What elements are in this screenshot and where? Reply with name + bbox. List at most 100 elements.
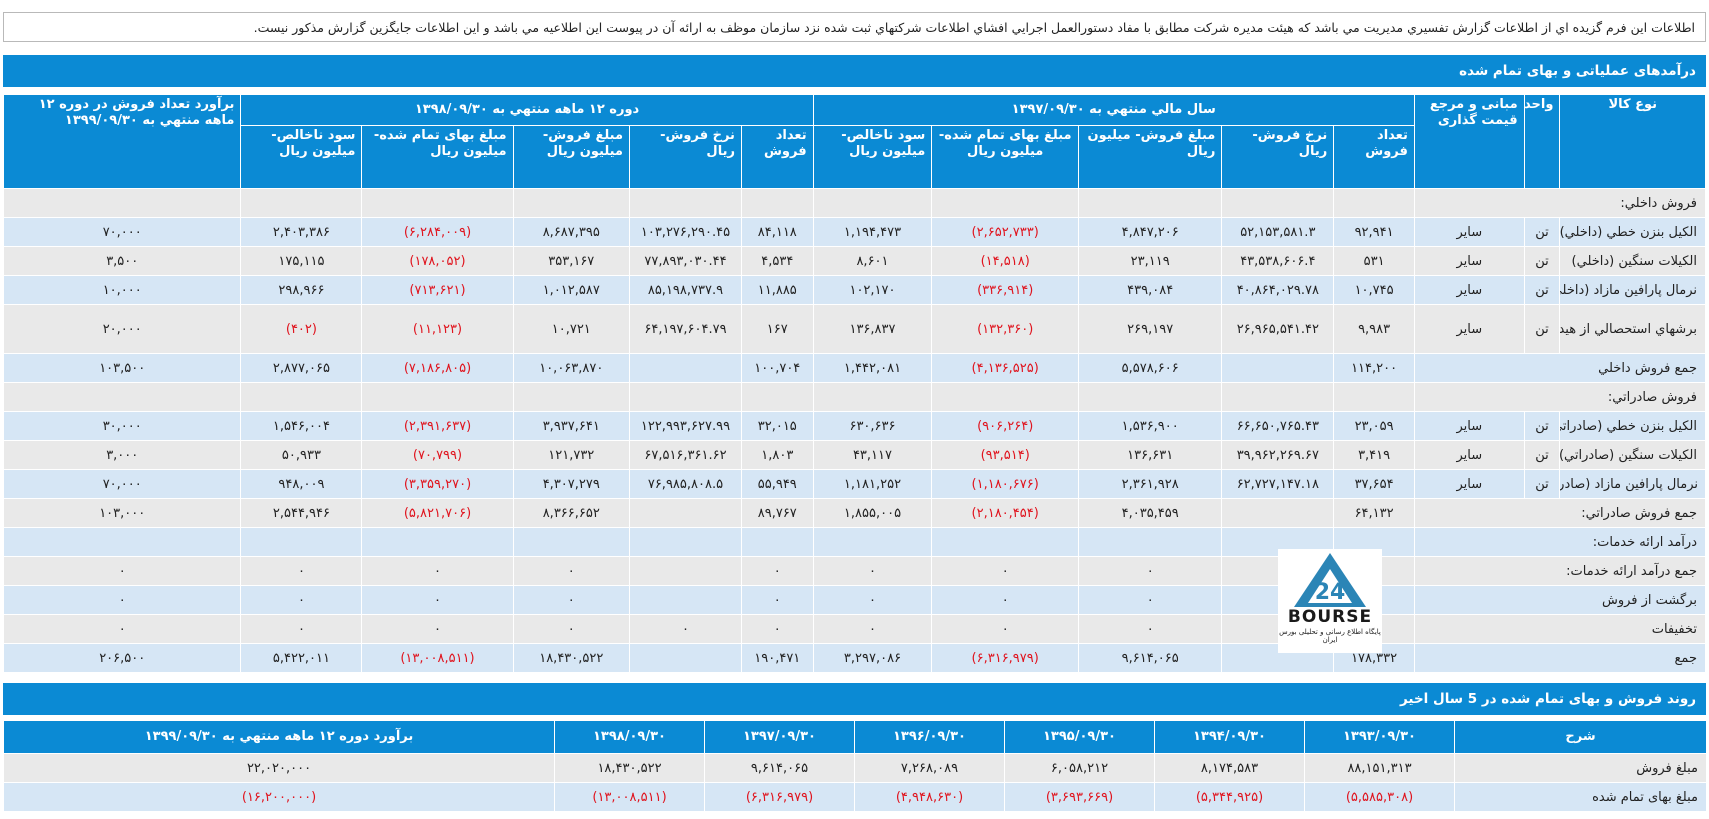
- cell-est: ۲۰۶,۵۰۰: [2, 643, 242, 673]
- trend-value: ۹,۶۱۴,۰۶۵: [704, 753, 855, 783]
- cell-c97: (۶,۳۱۶,۹۷۹): [931, 643, 1080, 673]
- cell-q98: ۵۵,۹۴۹: [740, 469, 814, 499]
- pricing-basis-cell: ساير: [1413, 440, 1525, 470]
- empty-cell: [240, 527, 363, 557]
- cell-q97: ۱۱۴,۲۰۰: [1333, 353, 1415, 383]
- cell-c97: ۰: [931, 614, 1080, 644]
- trend-value: ۶,۰۵۸,۲۱۲: [1004, 753, 1155, 783]
- trend-header-year: برآورد دوره ۱۲ ماهه منتهي به ۱۳۹۹/۰۹/۳۰: [3, 720, 555, 754]
- cell-s97: ۴,۰۳۵,۴۵۹: [1078, 498, 1223, 528]
- cell-r98: ۱۲۲,۹۹۳,۶۲۷.۹۹: [629, 411, 742, 441]
- trend-row: مبلغ بهای تمام شده (۵,۵۸۵,۳۰۸) (۵,۳۴۴,۹۲۵)…: [3, 782, 1707, 812]
- cell-c97: (۲,۶۵۲,۷۳۳): [931, 217, 1080, 247]
- empty-cell: [812, 188, 933, 218]
- cell-s98: ۱۰,۷۲۱: [512, 304, 631, 354]
- logo-brand-text: BOURSE: [1287, 607, 1373, 627]
- cell-c97: (۱۳۲,۳۶۰): [931, 304, 1080, 354]
- total-row: تخفيفات۰۰۰۰۰۰۰۰۰۰: [2, 614, 1707, 644]
- cell-q97: ۳,۴۱۹: [1333, 440, 1415, 470]
- cell-s97: ۰: [1078, 585, 1223, 615]
- cell-c98: ۰: [361, 614, 514, 644]
- unit-cell: تن: [1523, 246, 1561, 276]
- cell-r98: ۸۵,۱۹۸,۷۳۷.۹: [629, 275, 742, 305]
- empty-cell: [1078, 188, 1223, 218]
- cell-q97: ۵۳۱: [1333, 246, 1415, 276]
- trend-row-label: مبلغ بهای تمام شده: [1454, 782, 1707, 812]
- cell-g98: ۰: [240, 556, 363, 586]
- pricing-basis-cell: ساير: [1413, 217, 1525, 247]
- section-title-trend: روند فروش و بهای تمام شده در 5 سال اخير: [3, 683, 1706, 715]
- cell-s98: ۱۸,۴۳۰,۵۲۲: [512, 643, 631, 673]
- cell-est: ۲۰,۰۰۰: [2, 304, 242, 354]
- product-name: برشهاي استحصالي از هيدروکربورهاي تهيه شد…: [1559, 304, 1706, 354]
- cell-est: ۷۰,۰۰۰: [2, 469, 242, 499]
- cell-c97: (۲,۱۸۰,۴۵۴): [931, 498, 1080, 528]
- empty-cell: [812, 382, 933, 412]
- cell-est: ۱۰,۰۰۰: [2, 275, 242, 305]
- cell-r98: [629, 643, 742, 673]
- cell-s97: ۰: [1078, 556, 1223, 586]
- cell-g97: ۰: [812, 614, 933, 644]
- trend-header-year: ۱۳۹۸/۰۹/۳۰: [554, 720, 705, 754]
- cell-r97: ۴۳,۵۳۸,۶۰۶.۴: [1221, 246, 1335, 276]
- cell-g97: ۳,۲۹۷,۰۸۶: [812, 643, 933, 673]
- section-title-revenue: درآمدهای عملياتی و بهای تمام شده: [3, 55, 1706, 87]
- cell-r97: ۴۰,۸۶۴,۰۲۹.۷۸: [1221, 275, 1335, 305]
- cell-r97: [1221, 498, 1335, 528]
- header-gross-98: سود ناخالص- ميليون ريال: [240, 125, 363, 189]
- empty-cell: [512, 382, 631, 412]
- section-row: درآمد ارائه خدمات:: [2, 527, 1707, 557]
- cell-s97: ۲۶۹,۱۹۷: [1078, 304, 1223, 354]
- row-label: جمع فروش صادراتي:: [1413, 498, 1707, 528]
- table-row: الکيلات سنگين (صادراتي) تن ساير ۳,۴۱۹ ۳۹,۹۶۲…: [2, 440, 1706, 470]
- cell-r97: ۶۶,۶۵۰,۷۶۵.۴۳: [1221, 411, 1335, 441]
- cell-c97: (۳۳۶,۹۱۴): [931, 275, 1080, 305]
- cell-g98: ۱,۵۴۶,۰۰۴: [240, 411, 363, 441]
- empty-cell: [629, 527, 742, 557]
- empty-cell: [1333, 382, 1415, 412]
- product-name: الکيلات سنگين (داخلي): [1559, 246, 1706, 276]
- cell-c98: (۶,۲۸۴,۰۰۹): [361, 217, 514, 247]
- cell-q98: ۰: [740, 556, 814, 586]
- empty-cell: [1221, 382, 1335, 412]
- row-label: جمع درآمد ارائه خدمات:: [1413, 556, 1707, 586]
- cell-q97: ۹,۹۸۳: [1333, 304, 1415, 354]
- trend-row: مبلغ فروش ۸۸,۱۵۱,۳۱۳ ۸,۱۷۴,۵۸۳ ۶,۰۵۸,۲۱۲ ۷,۲…: [3, 753, 1707, 783]
- pricing-basis-cell: ساير: [1413, 246, 1525, 276]
- cell-q97: ۹۲,۹۴۱: [1333, 217, 1415, 247]
- empty-cell: [931, 527, 1080, 557]
- logo-tagline: پايگاه اطلاع رسانی و تحليلی بورس ايران: [1279, 628, 1381, 644]
- header-sales-98: مبلغ فروش- ميليون ريال: [512, 125, 631, 189]
- empty-cell: [931, 382, 1080, 412]
- trend-table: شرح ۱۳۹۳/۰۹/۳۰ ۱۳۹۴/۰۹/۳۰ ۱۳۹۵/۰۹/۳۰ ۱۳۹۶/۰…: [3, 720, 1707, 812]
- header-qty-98: تعداد فروش: [740, 125, 814, 189]
- empty-cell: [1221, 188, 1335, 218]
- empty-cell: [240, 382, 363, 412]
- trend-value: (۵,۳۴۴,۹۲۵): [1154, 782, 1305, 812]
- disclaimer-notice: اطلاعات اين فرم گزيده اي از اطلاعات گزار…: [3, 12, 1706, 42]
- trend-value: (۴,۹۴۸,۶۳۰): [854, 782, 1005, 812]
- logo-glyph: 24: [1315, 580, 1346, 605]
- cell-c98: (۳,۳۵۹,۲۷۰): [361, 469, 514, 499]
- trend-value: (۶,۳۱۶,۹۷۹): [704, 782, 855, 812]
- product-name: الکيل بنزن خطي (صادراتي): [1559, 411, 1706, 441]
- cell-q98: ۸۹,۷۶۷: [740, 498, 814, 528]
- trend-value: ۸۸,۱۵۱,۳۱۳: [1304, 753, 1455, 783]
- trend-header-year: ۱۳۹۵/۰۹/۳۰: [1004, 720, 1155, 754]
- cell-g98: ۲,۴۰۳,۳۸۶: [240, 217, 363, 247]
- row-label: فروش داخلي:: [1413, 188, 1707, 218]
- total-row: جمع ۱۷۸,۳۳۲ ۹,۶۱۴,۰۶۵ (۶,۳۱۶,۹۷۹) ۳,۲۹۷,۰۸۶ ۱…: [2, 643, 1707, 673]
- header-pricing-basis: مبانی و مرجع قیمت گذاری: [1413, 94, 1525, 189]
- cell-g98: (۴۰۲): [240, 304, 363, 354]
- header-qty-97: تعداد فروش: [1333, 125, 1415, 189]
- cell-c98: ۰: [361, 556, 514, 586]
- empty-cell: [2, 527, 242, 557]
- pricing-basis-cell: ساير: [1413, 275, 1525, 305]
- row-label: جمع فروش داخلي: [1413, 353, 1707, 383]
- cell-s97: ۰: [1078, 614, 1223, 644]
- empty-cell: [2, 188, 242, 218]
- cell-c98: (۲,۳۹۱,۶۳۷): [361, 411, 514, 441]
- cell-s98: ۸,۳۶۶,۶۵۲: [512, 498, 631, 528]
- cell-q98: ۰: [740, 614, 814, 644]
